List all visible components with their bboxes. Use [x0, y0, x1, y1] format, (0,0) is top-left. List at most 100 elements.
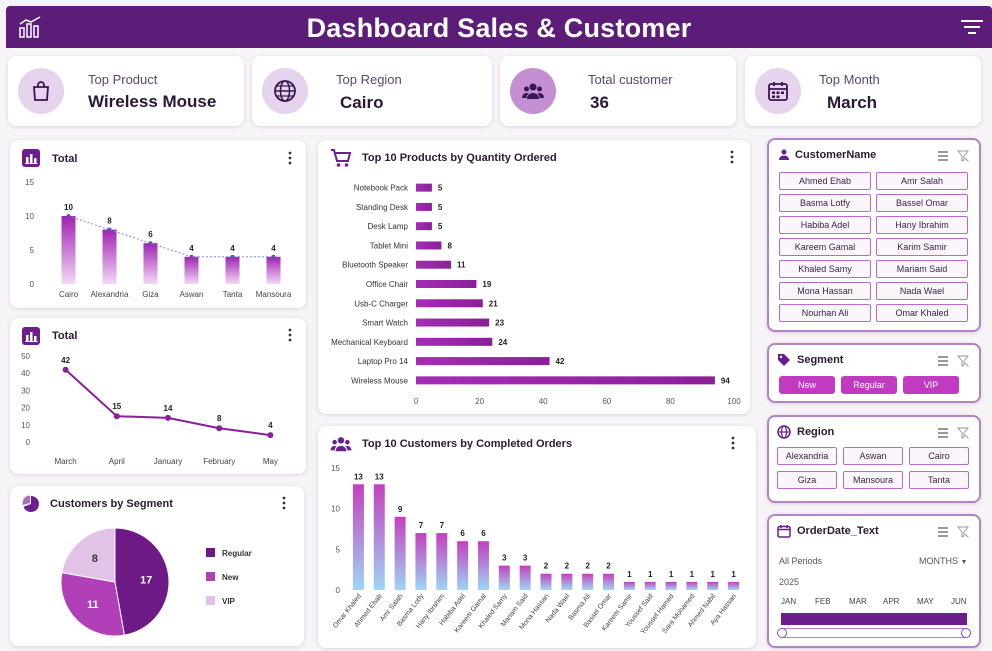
data-label: 5 — [438, 203, 443, 212]
bar — [225, 256, 240, 284]
more-options-icon[interactable] — [288, 151, 292, 165]
more-options-icon[interactable] — [282, 496, 286, 510]
kpi-total-customer: Total customer 36 — [500, 56, 736, 126]
y-tick-label: Standing Desk — [356, 203, 409, 212]
customer-option[interactable]: Mona Hassan — [779, 282, 871, 300]
pie-slice — [114, 527, 170, 636]
kpi-value: Cairo — [340, 93, 384, 112]
y-tick-label: 20 — [21, 404, 30, 413]
month-label[interactable]: JAN — [781, 597, 797, 606]
customer-option[interactable]: Bassel Omar — [876, 194, 968, 212]
data-label: 2 — [606, 562, 611, 571]
customer-option[interactable]: Ahmed Ehab — [779, 172, 871, 190]
customer-option[interactable]: Nourhan Ali — [779, 304, 871, 322]
month-label[interactable]: FEB — [815, 597, 831, 606]
segment-option[interactable]: Regular — [841, 376, 897, 394]
month-label[interactable]: MAY — [917, 597, 934, 606]
customer-option[interactable]: Hany Ibrahim — [876, 216, 968, 234]
customer-option[interactable]: Mariam Said — [876, 260, 968, 278]
bar — [686, 581, 698, 590]
region-option[interactable]: Mansoura — [843, 471, 903, 489]
kpi-value: 36 — [590, 93, 609, 112]
y-tick-label: 0 — [26, 438, 31, 447]
region-option[interactable]: Cairo — [909, 447, 969, 465]
more-options-icon[interactable] — [288, 328, 292, 342]
granularity-dropdown[interactable]: MONTHS ▼ — [919, 556, 967, 566]
range-slider-end-handle[interactable] — [961, 628, 971, 638]
region-option[interactable]: Tanta — [909, 471, 969, 489]
data-label: 42 — [61, 356, 70, 365]
customer-option[interactable]: Khaled Samy — [779, 260, 871, 278]
more-options-icon[interactable] — [730, 150, 734, 164]
chart-title: Top 10 Customers by Completed Orders — [362, 438, 573, 450]
data-label: 5 — [438, 184, 443, 193]
month-line-chart: 0 10 20 30 40 50 March April January February May 4… — [21, 352, 278, 466]
x-tick-label: May — [263, 457, 278, 466]
bar — [184, 256, 199, 284]
clear-filter-icon[interactable] — [957, 355, 969, 367]
kpi-label: Total customer — [588, 72, 673, 87]
legend-swatch — [206, 572, 215, 581]
list-icon[interactable] — [937, 150, 949, 162]
data-label: 5 — [438, 222, 443, 231]
list-icon[interactable] — [937, 526, 949, 538]
region-option[interactable]: Aswan — [843, 447, 903, 465]
clear-filter-icon[interactable] — [957, 427, 969, 439]
month-label[interactable]: APR — [883, 597, 900, 606]
x-tick-label: February — [203, 457, 235, 466]
region-option[interactable]: Giza — [777, 471, 837, 489]
data-label: 9 — [398, 505, 403, 514]
customer-option[interactable]: Kareem Gamal — [779, 238, 871, 256]
month-label[interactable]: JUN — [951, 597, 967, 606]
slicer-region: Region Alexandria Aswan Cairo Giza Mansoura T… — [767, 415, 981, 503]
customer-option[interactable]: Omar Khaled — [876, 304, 968, 322]
month-label[interactable]: MAR — [849, 597, 867, 606]
y-tick-label: 0 — [336, 586, 341, 595]
x-tick-label: 20 — [475, 397, 484, 406]
list-icon[interactable] — [937, 355, 949, 367]
data-label: 1 — [669, 570, 674, 579]
data-label: 19 — [482, 280, 491, 289]
slice-label: 11 — [87, 599, 99, 611]
list-icon[interactable] — [937, 427, 949, 439]
region-option[interactable]: Alexandria — [777, 447, 837, 465]
data-label: 6 — [481, 529, 486, 538]
bar — [540, 573, 552, 590]
range-slider-start-handle[interactable] — [777, 628, 787, 638]
x-tick-label: Aswan — [179, 290, 203, 299]
range-slider-track[interactable] — [777, 628, 971, 638]
bar — [416, 280, 477, 288]
month-range-bar[interactable] — [781, 613, 967, 625]
customer-option[interactable]: Amr Salah — [876, 172, 968, 190]
x-tick-label: Mansoura — [256, 290, 292, 299]
filter-menu-icon[interactable] — [960, 18, 984, 36]
kpi-label: Top Month — [819, 72, 880, 87]
bar — [416, 241, 442, 250]
y-tick-label: Laptop Pro 14 — [358, 357, 409, 366]
data-label: 6 — [460, 529, 465, 538]
kpi-top-region: Top Region Cairo — [252, 56, 492, 126]
legend-label: New — [222, 573, 239, 582]
y-tick-label: 10 — [331, 505, 340, 514]
period-label: All Periods — [779, 556, 823, 566]
data-point — [113, 413, 120, 420]
bar — [266, 256, 281, 284]
customer-option[interactable]: Habiba Adel — [779, 216, 871, 234]
clear-filter-icon[interactable] — [957, 150, 969, 162]
y-tick-label: 15 — [25, 178, 34, 187]
clear-filter-icon[interactable] — [957, 526, 969, 538]
pie-slice — [61, 527, 116, 583]
trend-point — [66, 214, 71, 218]
bar — [457, 541, 469, 590]
series-line — [64, 369, 271, 437]
customer-option[interactable]: Karim Samir — [876, 238, 968, 256]
data-label: 23 — [495, 319, 504, 328]
more-options-icon[interactable] — [731, 436, 735, 450]
segment-option[interactable]: VIP — [903, 376, 959, 394]
data-point — [267, 432, 274, 439]
y-tick-label: Mechanical Keyboard — [331, 338, 408, 347]
segment-option[interactable]: New — [779, 376, 835, 394]
customer-option[interactable]: Nada Wael — [876, 282, 968, 300]
y-tick-label: 5 — [336, 545, 341, 554]
customer-option[interactable]: Basma Lotfy — [779, 194, 871, 212]
